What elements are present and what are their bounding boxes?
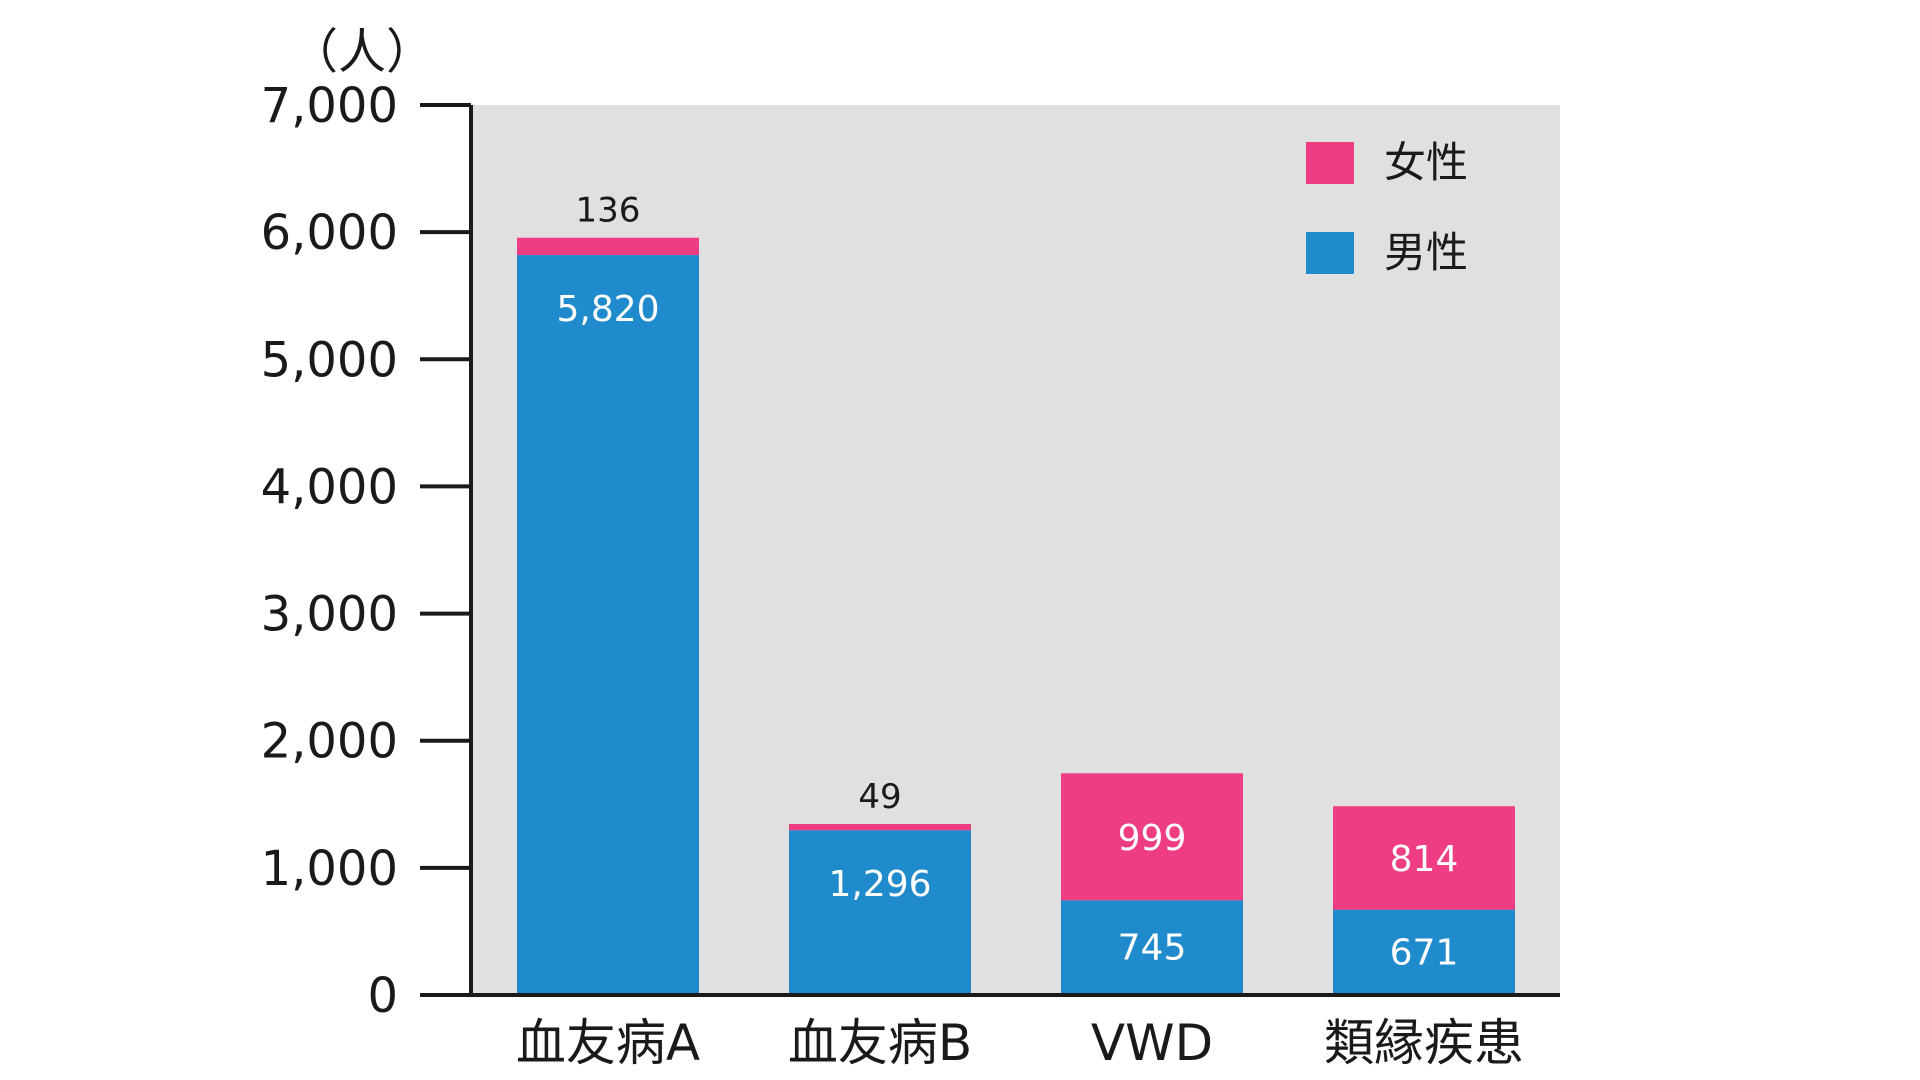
value-label-female: 814	[1390, 839, 1459, 880]
value-label-male: 5,820	[556, 289, 659, 330]
value-label-female: 49	[858, 777, 901, 817]
category-labels-group: 血友病A 血友病B VWD 類縁疾患	[516, 1014, 1524, 1072]
category-label: VWD	[1091, 1014, 1213, 1072]
bar-male	[517, 255, 699, 995]
legend-swatch	[1306, 232, 1354, 274]
bar-male	[1333, 909, 1515, 995]
bar-male	[789, 830, 971, 995]
y-unit-label: （人）	[290, 24, 434, 80]
legend-label: 男性	[1384, 228, 1468, 277]
y-tick-label: 7,000	[261, 78, 398, 134]
bar-male	[1061, 900, 1243, 995]
category-label: 血友病A	[516, 1014, 700, 1072]
bar-female	[1061, 773, 1243, 901]
bar-female	[789, 823, 971, 831]
y-tick-label: 3,000	[261, 587, 398, 643]
legend-swatch	[1306, 142, 1354, 184]
value-label-female: 136	[576, 191, 641, 231]
bar-female	[1333, 806, 1515, 910]
y-tick-label: 4,000	[261, 459, 398, 515]
y-ticks-group: 0 1,000 2,000 3,000 4,000 5,000 6,000 7,000	[261, 78, 471, 1024]
value-label-male: 745	[1118, 928, 1187, 969]
y-tick-label: 2,000	[261, 714, 398, 770]
value-label-male: 671	[1390, 932, 1459, 973]
value-labels-group: 5,820 136 1,296 49 745 999 671 814	[556, 191, 1458, 974]
legend-label: 女性	[1384, 138, 1468, 187]
y-tick-label: 0	[367, 968, 398, 1024]
axes-group	[469, 105, 1560, 997]
bars-group	[517, 237, 1515, 995]
category-label: 血友病B	[788, 1014, 972, 1072]
y-tick-label: 1,000	[261, 841, 398, 897]
value-label-male: 1,296	[828, 864, 931, 905]
y-tick-label: 6,000	[261, 205, 398, 261]
category-label: 類縁疾患	[1324, 1014, 1524, 1072]
bar-female	[517, 237, 699, 256]
value-label-female: 999	[1118, 818, 1187, 859]
y-tick-label: 5,000	[261, 332, 398, 388]
